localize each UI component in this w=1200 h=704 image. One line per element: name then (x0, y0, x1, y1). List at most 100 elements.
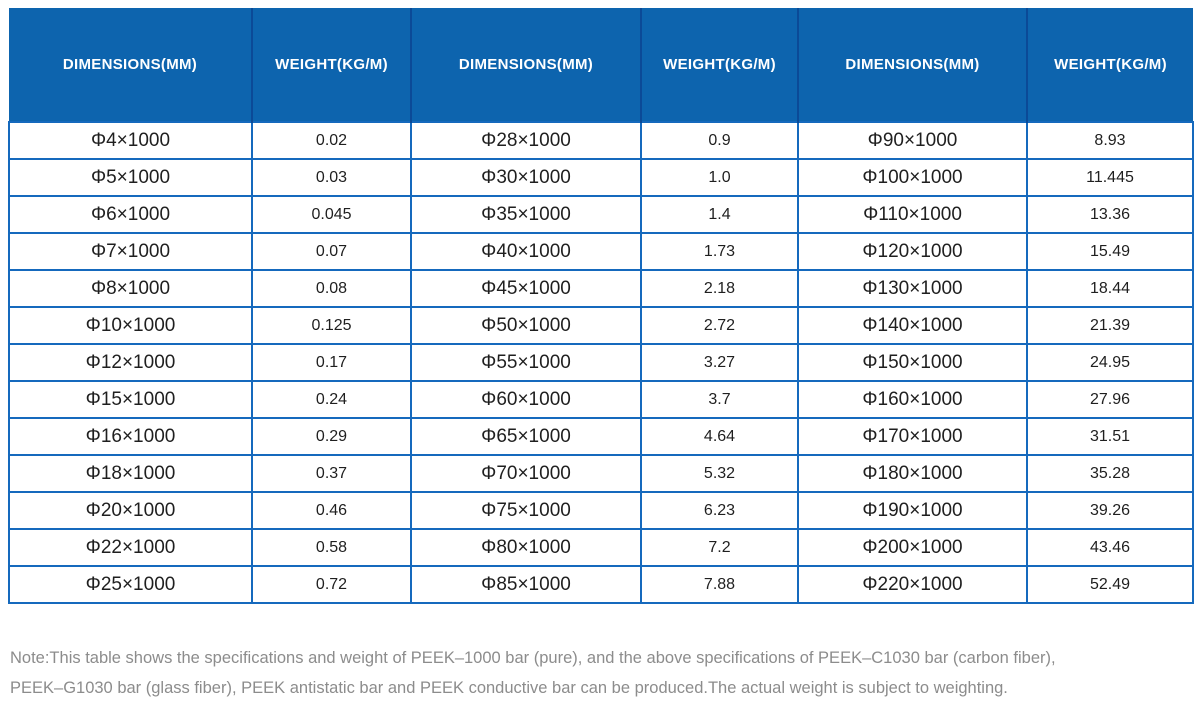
weight-cell: 0.29 (251, 417, 412, 456)
weight-cell: 0.58 (251, 528, 412, 567)
table-row: Φ16×1000 0.29 Φ65×1000 4.64 Φ170×1000 31.51 (8, 417, 1194, 456)
weight-cell: 6.23 (640, 491, 799, 530)
dimension-cell: Φ22×1000 (8, 528, 253, 567)
dimension-cell: Φ75×1000 (410, 491, 642, 530)
dimension-cell: Φ35×1000 (410, 195, 642, 234)
weight-cell: 1.0 (640, 158, 799, 197)
dimension-cell: Φ16×1000 (8, 417, 253, 456)
weight-cell: 21.39 (1026, 306, 1194, 345)
dimension-cell: Φ140×1000 (797, 306, 1028, 345)
table-row: Φ15×1000 0.24 Φ60×1000 3.7 Φ160×1000 27.96 (8, 380, 1194, 419)
spec-table-header: DIMENSIONS(MM) WEIGHT(KG/M) DIMENSIONS(M… (9, 8, 1193, 122)
dimension-cell: Φ45×1000 (410, 269, 642, 308)
weight-cell: 27.96 (1026, 380, 1194, 419)
dimension-cell: Φ60×1000 (410, 380, 642, 419)
dimension-cell: Φ170×1000 (797, 417, 1028, 456)
weight-cell: 52.49 (1026, 565, 1194, 604)
dimension-cell: Φ220×1000 (797, 565, 1028, 604)
weight-cell: 15.49 (1026, 232, 1194, 271)
weight-cell: 31.51 (1026, 417, 1194, 456)
spec-table-body: Φ4×1000 0.02 Φ28×1000 0.9 Φ90×1000 8.93 Φ5×100… (8, 121, 1194, 604)
note-line-1: Note:This table shows the specifications… (10, 649, 1056, 667)
dimension-cell: Φ18×1000 (8, 454, 253, 493)
dimension-cell: Φ5×1000 (8, 158, 253, 197)
dimension-cell: Φ85×1000 (410, 565, 642, 604)
dimension-cell: Φ70×1000 (410, 454, 642, 493)
weight-cell: 4.64 (640, 417, 799, 456)
weight-cell: 3.7 (640, 380, 799, 419)
weight-cell: 0.045 (251, 195, 412, 234)
dimension-cell: Φ65×1000 (410, 417, 642, 456)
dimension-cell: Φ6×1000 (8, 195, 253, 234)
dimension-cell: Φ20×1000 (8, 491, 253, 530)
table-row: Φ10×1000 0.125 Φ50×1000 2.72 Φ140×1000 21.39 (8, 306, 1194, 345)
weight-cell: 0.125 (251, 306, 412, 345)
header-row: DIMENSIONS(MM) WEIGHT(KG/M) DIMENSIONS(M… (9, 8, 1193, 122)
weight-cell: 0.72 (251, 565, 412, 604)
table-row: Φ25×1000 0.72 Φ85×1000 7.88 Φ220×1000 52.49 (8, 565, 1194, 604)
table-row: Φ4×1000 0.02 Φ28×1000 0.9 Φ90×1000 8.93 (8, 121, 1194, 160)
weight-cell: 1.4 (640, 195, 799, 234)
weight-cell: 0.46 (251, 491, 412, 530)
note-text: Note:This table shows the specifications… (10, 643, 1192, 703)
column-header-weight-2: WEIGHT(KG/M) (640, 8, 798, 122)
dimension-cell: Φ150×1000 (797, 343, 1028, 382)
dimension-cell: Φ100×1000 (797, 158, 1028, 197)
weight-cell: 11.445 (1026, 158, 1194, 197)
table-row: Φ6×1000 0.045 Φ35×1000 1.4 Φ110×1000 13.36 (8, 195, 1194, 234)
dimension-cell: Φ10×1000 (8, 306, 253, 345)
table-row: Φ20×1000 0.46 Φ75×1000 6.23 Φ190×1000 39.26 (8, 491, 1194, 530)
dimension-cell: Φ12×1000 (8, 343, 253, 382)
weight-cell: 7.88 (640, 565, 799, 604)
dimension-cell: Φ160×1000 (797, 380, 1028, 419)
weight-cell: 2.18 (640, 269, 799, 308)
column-header-dimensions-3: DIMENSIONS(MM) (797, 8, 1027, 122)
weight-cell: 3.27 (640, 343, 799, 382)
column-header-weight-3: WEIGHT(KG/M) (1026, 8, 1193, 122)
column-header-weight-1: WEIGHT(KG/M) (251, 8, 411, 122)
table-row: Φ7×1000 0.07 Φ40×1000 1.73 Φ120×1000 15.49 (8, 232, 1194, 271)
weight-cell: 0.03 (251, 158, 412, 197)
table-row: Φ12×1000 0.17 Φ55×1000 3.27 Φ150×1000 24.95 (8, 343, 1194, 382)
weight-cell: 7.2 (640, 528, 799, 567)
weight-cell: 35.28 (1026, 454, 1194, 493)
note-line-2: PEEK–G1030 bar (glass fiber), PEEK antis… (10, 679, 1008, 697)
dimension-cell: Φ90×1000 (797, 121, 1028, 160)
dimension-cell: Φ80×1000 (410, 528, 642, 567)
dimension-cell: Φ15×1000 (8, 380, 253, 419)
weight-cell: 8.93 (1026, 121, 1194, 160)
dimension-cell: Φ8×1000 (8, 269, 253, 308)
column-header-dimensions-2: DIMENSIONS(MM) (410, 8, 641, 122)
weight-cell: 0.9 (640, 121, 799, 160)
dimension-cell: Φ180×1000 (797, 454, 1028, 493)
dimension-cell: Φ30×1000 (410, 158, 642, 197)
weight-cell: 0.17 (251, 343, 412, 382)
weight-cell: 1.73 (640, 232, 799, 271)
table-row: Φ18×1000 0.37 Φ70×1000 5.32 Φ180×1000 35.28 (8, 454, 1194, 493)
weight-cell: 18.44 (1026, 269, 1194, 308)
weight-cell: 0.02 (251, 121, 412, 160)
table-row: Φ8×1000 0.08 Φ45×1000 2.18 Φ130×1000 18.44 (8, 269, 1194, 308)
weight-cell: 43.46 (1026, 528, 1194, 567)
dimension-cell: Φ7×1000 (8, 232, 253, 271)
spec-table: DIMENSIONS(MM) WEIGHT(KG/M) DIMENSIONS(M… (8, 8, 1194, 604)
weight-cell: 24.95 (1026, 343, 1194, 382)
weight-cell: 13.36 (1026, 195, 1194, 234)
weight-cell: 2.72 (640, 306, 799, 345)
dimension-cell: Φ28×1000 (410, 121, 642, 160)
dimension-cell: Φ110×1000 (797, 195, 1028, 234)
dimension-cell: Φ25×1000 (8, 565, 253, 604)
weight-cell: 0.08 (251, 269, 412, 308)
dimension-cell: Φ50×1000 (410, 306, 642, 345)
dimension-cell: Φ120×1000 (797, 232, 1028, 271)
dimension-cell: Φ40×1000 (410, 232, 642, 271)
weight-cell: 0.24 (251, 380, 412, 419)
column-header-dimensions-1: DIMENSIONS(MM) (9, 8, 252, 122)
table-row: Φ5×1000 0.03 Φ30×1000 1.0 Φ100×1000 11.445 (8, 158, 1194, 197)
weight-cell: 0.07 (251, 232, 412, 271)
dimension-cell: Φ4×1000 (8, 121, 253, 160)
dimension-cell: Φ190×1000 (797, 491, 1028, 530)
dimension-cell: Φ55×1000 (410, 343, 642, 382)
weight-cell: 5.32 (640, 454, 799, 493)
